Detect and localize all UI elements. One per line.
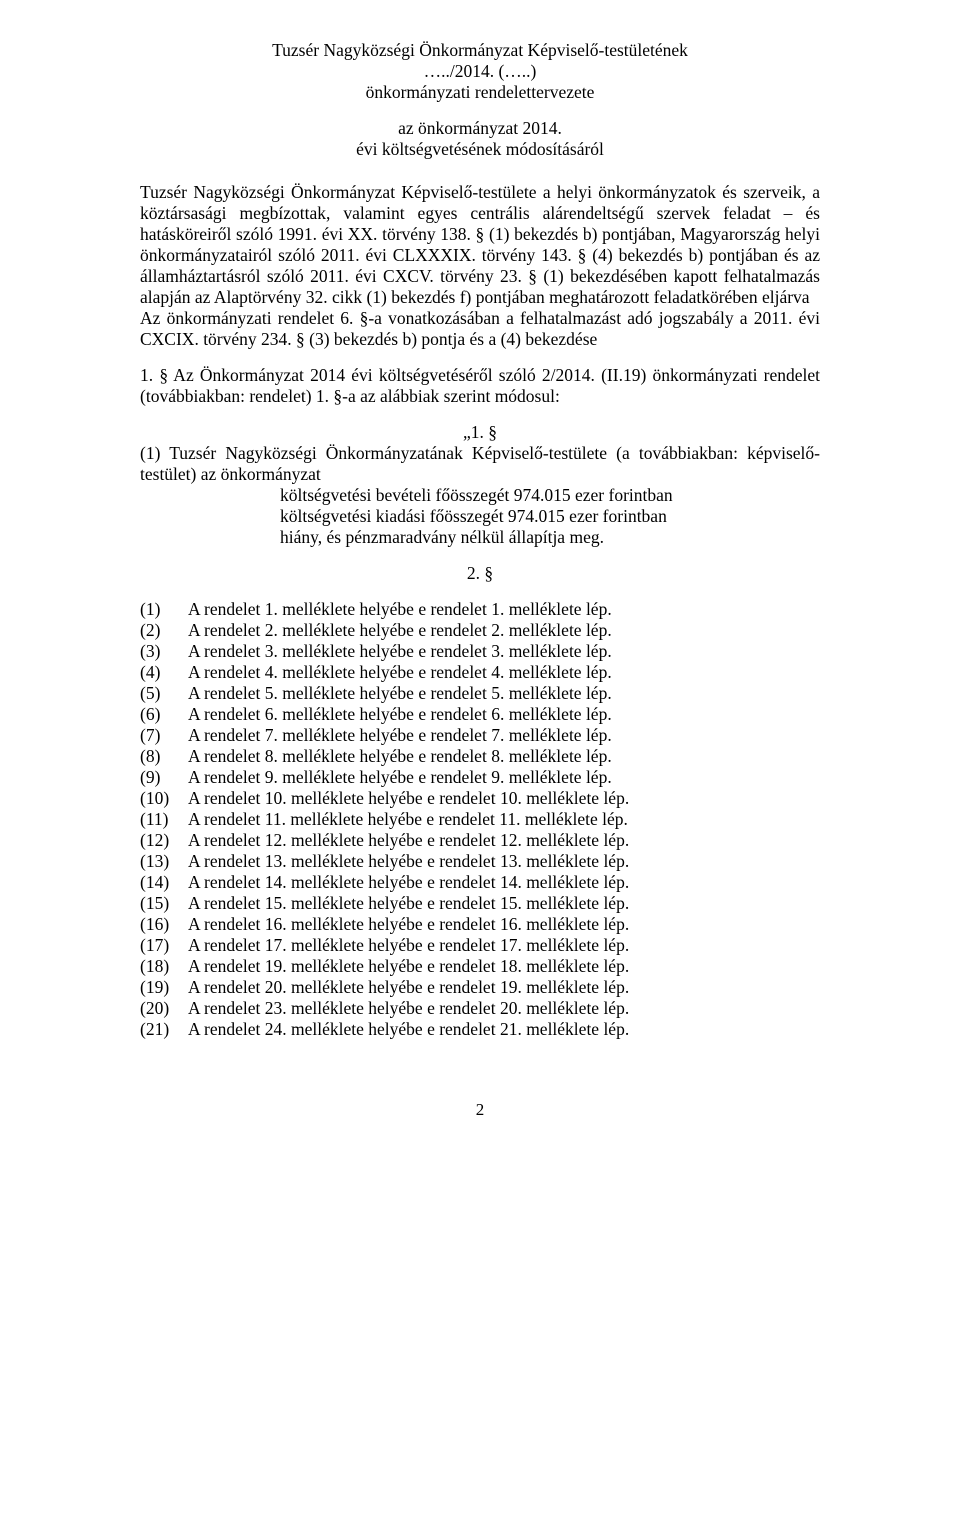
section-1-line: költségvetési bevételi főösszegét 974.01… [280,485,820,506]
list-item: (14)A rendelet 14. melléklete helyébe e … [140,872,820,893]
list-item: (9)A rendelet 9. melléklete helyébe e re… [140,767,820,788]
list-item: (15)A rendelet 15. melléklete helyébe e … [140,893,820,914]
list-item: (18)A rendelet 19. melléklete helyébe e … [140,956,820,977]
body-paragraph-1: Tuzsér Nagyközségi Önkormányzat Képvisel… [140,182,820,308]
section-1-heading: „1. § [140,422,820,443]
list-item-text: A rendelet 10. melléklete helyébe e rend… [188,788,820,809]
list-item-text: A rendelet 6. melléklete helyébe e rende… [188,704,820,725]
section-1-lines: költségvetési bevételi főösszegét 974.01… [140,485,820,548]
list-item: (5)A rendelet 5. melléklete helyébe e re… [140,683,820,704]
list-item-number: (2) [140,620,188,641]
header-line-2: …../2014. (…..) [140,61,820,82]
list-item-number: (9) [140,767,188,788]
list-item: (11)A rendelet 11. melléklete helyébe e … [140,809,820,830]
section-2-heading: 2. § [140,563,820,584]
document-page: Tuzsér Nagyközségi Önkormányzat Képvisel… [70,0,890,1150]
list-item: (3)A rendelet 3. melléklete helyébe e re… [140,641,820,662]
list-item: (4)A rendelet 4. melléklete helyébe e re… [140,662,820,683]
list-item-text: A rendelet 9. melléklete helyébe e rende… [188,767,820,788]
list-item: (19)A rendelet 20. melléklete helyébe e … [140,977,820,998]
list-item-text: A rendelet 8. melléklete helyébe e rende… [188,746,820,767]
list-item-number: (6) [140,704,188,725]
list-item-text: A rendelet 16. melléklete helyébe e rend… [188,914,820,935]
section-1-line: hiány, és pénzmaradvány nélkül állapítja… [280,527,820,548]
amendment-list: (1)A rendelet 1. melléklete helyébe e re… [140,599,820,1040]
list-item-number: (7) [140,725,188,746]
list-item-number: (14) [140,872,188,893]
list-item: (7)A rendelet 7. melléklete helyébe e re… [140,725,820,746]
list-item-number: (12) [140,830,188,851]
list-item: (10)A rendelet 10. melléklete helyébe e … [140,788,820,809]
list-item: (2)A rendelet 2. melléklete helyébe e re… [140,620,820,641]
list-item-text: A rendelet 20. melléklete helyébe e rend… [188,977,820,998]
list-item-text: A rendelet 7. melléklete helyébe e rende… [188,725,820,746]
list-item-text: A rendelet 15. melléklete helyébe e rend… [188,893,820,914]
list-item-number: (4) [140,662,188,683]
body-paragraph-2: Az önkormányzati rendelet 6. §-a vonatko… [140,308,820,350]
list-item-number: (3) [140,641,188,662]
header-line-4: az önkormányzat 2014. [140,118,820,139]
section-1-paragraph: (1) Tuzsér Nagyközségi Önkormányzatának … [140,443,820,485]
list-item-text: A rendelet 2. melléklete helyébe e rende… [188,620,820,641]
list-item-text: A rendelet 14. melléklete helyébe e rend… [188,872,820,893]
list-item-number: (8) [140,746,188,767]
list-item-text: A rendelet 24. melléklete helyébe e rend… [188,1019,820,1040]
list-item-number: (13) [140,851,188,872]
list-item-number: (21) [140,1019,188,1040]
list-item-number: (1) [140,599,188,620]
list-item-number: (10) [140,788,188,809]
header-line-1: Tuzsér Nagyközségi Önkormányzat Képvisel… [140,40,820,61]
list-item: (20)A rendelet 23. melléklete helyébe e … [140,998,820,1019]
list-item: (1)A rendelet 1. melléklete helyébe e re… [140,599,820,620]
list-item: (6)A rendelet 6. melléklete helyébe e re… [140,704,820,725]
list-item-text: A rendelet 12. melléklete helyébe e rend… [188,830,820,851]
list-item-number: (5) [140,683,188,704]
list-item-text: A rendelet 3. melléklete helyébe e rende… [188,641,820,662]
list-item: (12)A rendelet 12. melléklete helyébe e … [140,830,820,851]
list-item: (13)A rendelet 13. melléklete helyébe e … [140,851,820,872]
list-item-text: A rendelet 4. melléklete helyébe e rende… [188,662,820,683]
list-item: (8)A rendelet 8. melléklete helyébe e re… [140,746,820,767]
list-item-text: A rendelet 13. melléklete helyébe e rend… [188,851,820,872]
list-item-number: (17) [140,935,188,956]
header-line-5: évi költségvetésének módosításáról [140,139,820,160]
list-item-number: (18) [140,956,188,977]
list-item-number: (11) [140,809,188,830]
header-line-3: önkormányzati rendelettervezete [140,82,820,103]
section-1-line: költségvetési kiadási főösszegét 974.015… [280,506,820,527]
list-item-text: A rendelet 23. melléklete helyébe e rend… [188,998,820,1019]
list-item-text: A rendelet 19. melléklete helyébe e rend… [188,956,820,977]
list-item-text: A rendelet 5. melléklete helyébe e rende… [188,683,820,704]
list-item-number: (20) [140,998,188,1019]
list-item-text: A rendelet 17. melléklete helyébe e rend… [188,935,820,956]
list-item-number: (16) [140,914,188,935]
list-item: (16)A rendelet 16. melléklete helyébe e … [140,914,820,935]
list-item: (17)A rendelet 17. melléklete helyébe e … [140,935,820,956]
list-item-number: (15) [140,893,188,914]
page-number: 2 [140,1100,820,1120]
list-item: (21)A rendelet 24. melléklete helyébe e … [140,1019,820,1040]
list-item-text: A rendelet 11. melléklete helyébe e rend… [188,809,820,830]
list-item-number: (19) [140,977,188,998]
list-item-text: A rendelet 1. melléklete helyébe e rende… [188,599,820,620]
body-paragraph-3: 1. § Az Önkormányzat 2014 évi költségvet… [140,365,820,407]
